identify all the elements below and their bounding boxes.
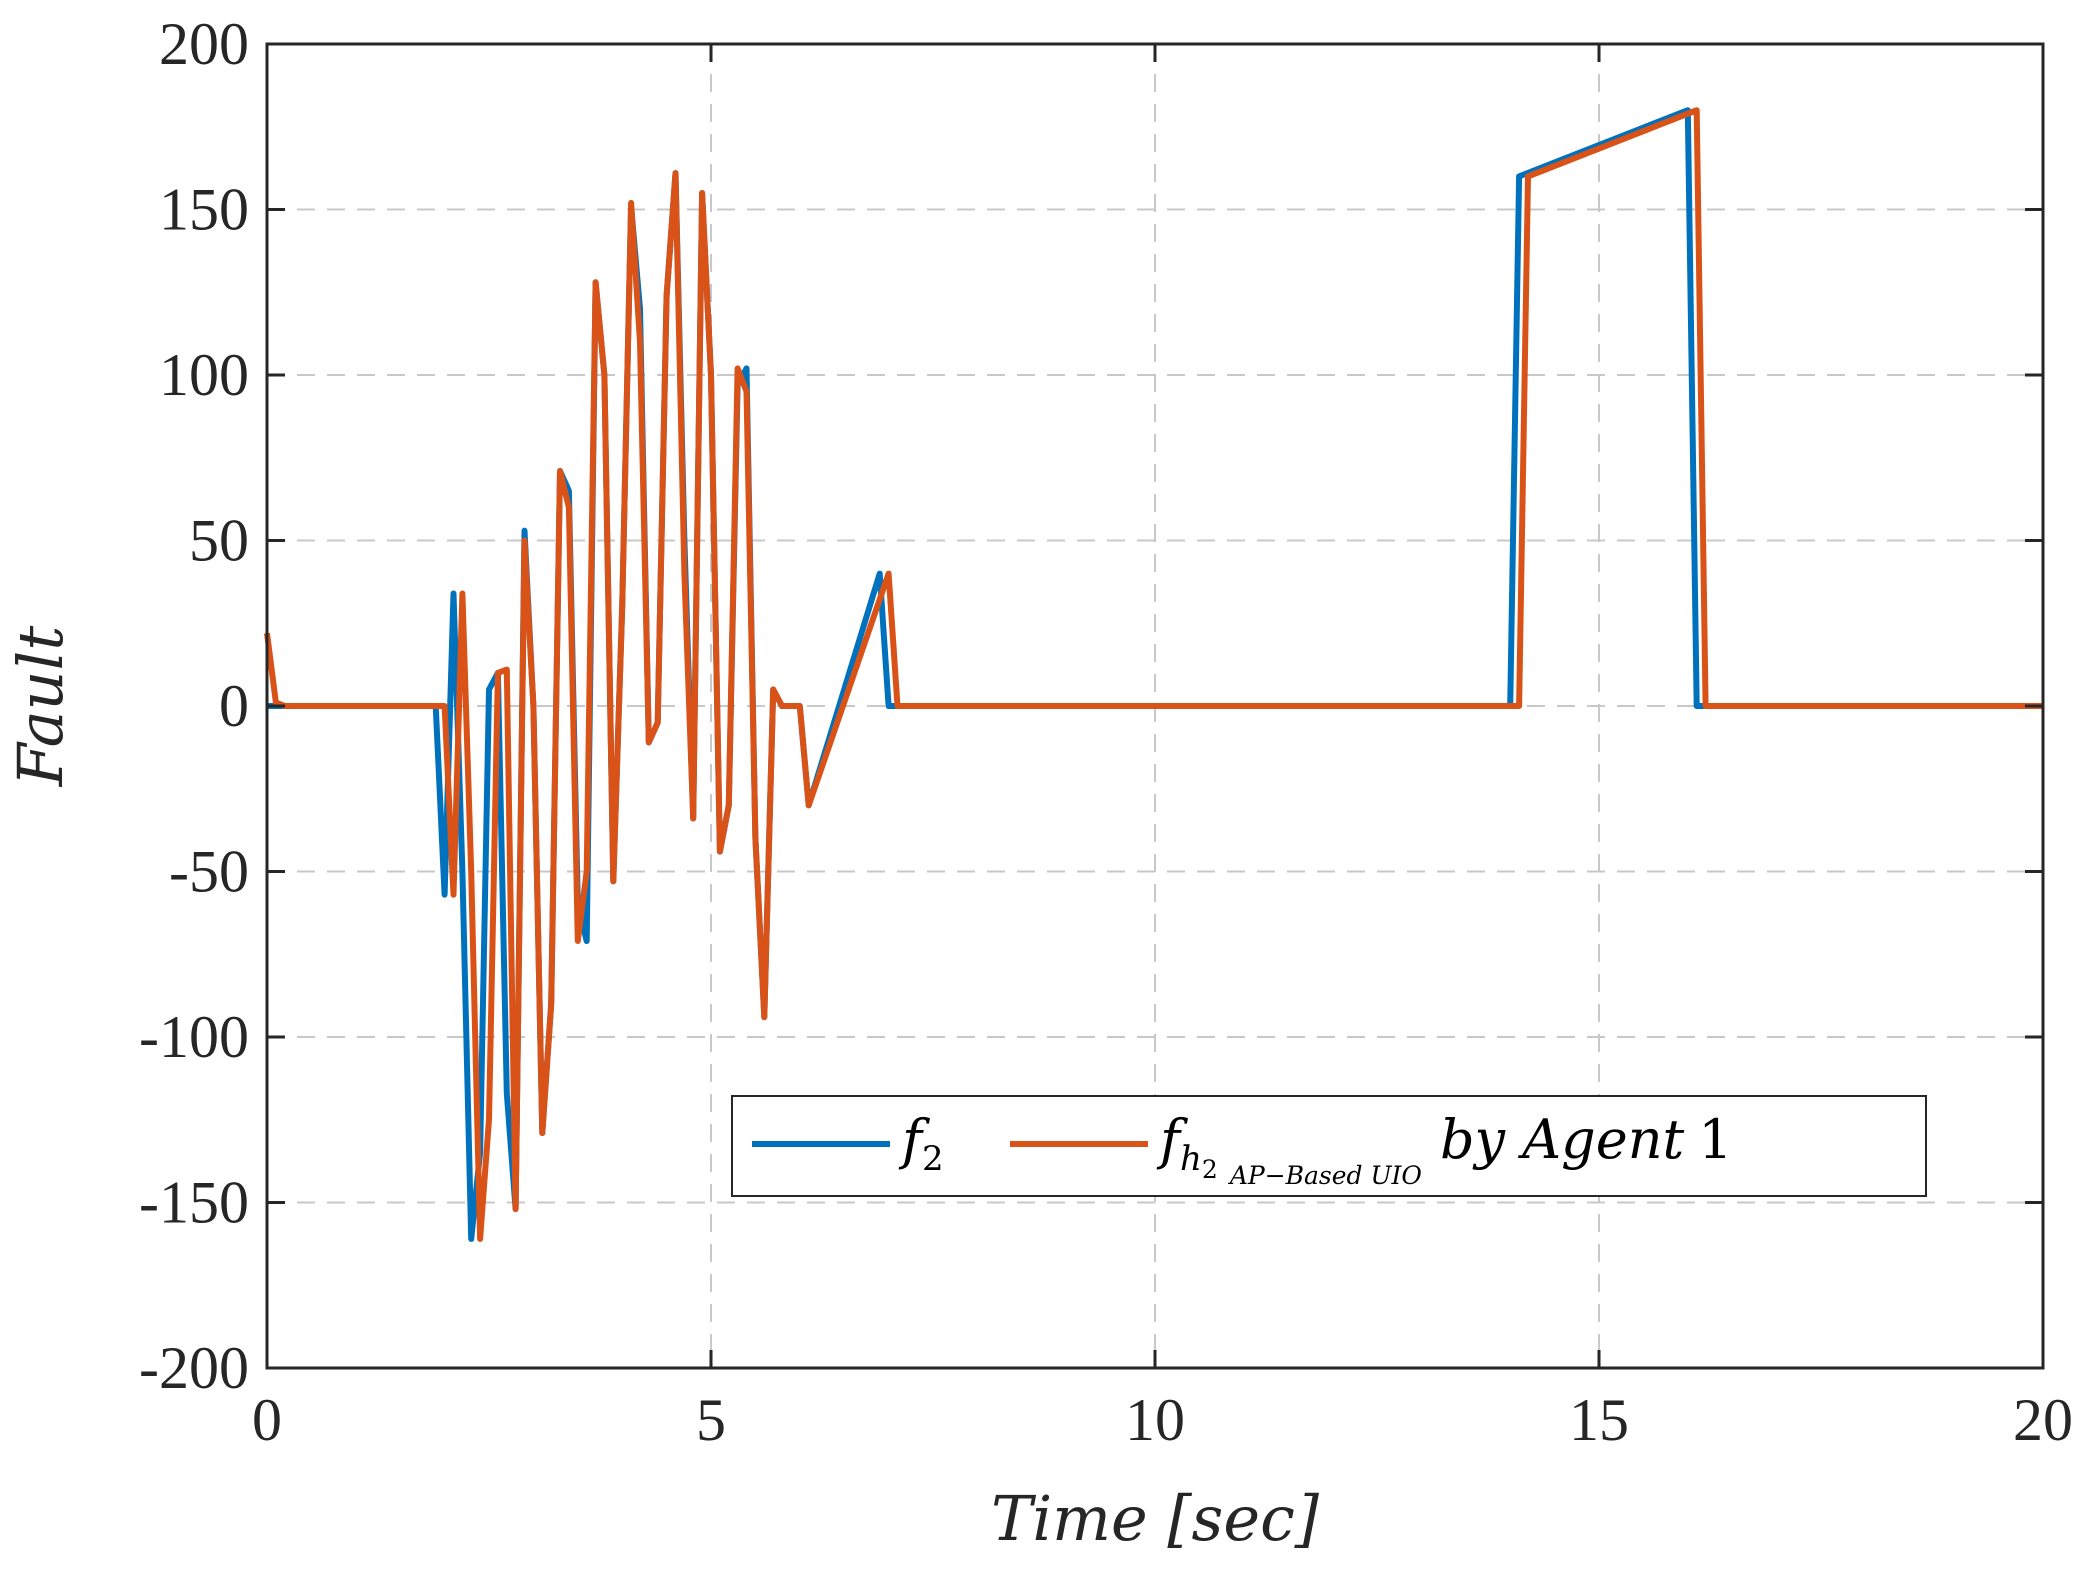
x-axis-label: Time [sec] <box>991 1482 1320 1555</box>
x-tick-label: 10 <box>1125 1387 1185 1453</box>
legend-by-text: by Agent <box>1440 1108 1685 1171</box>
x-tick-label: 0 <box>252 1387 282 1453</box>
y-tick-label: -200 <box>139 1335 249 1401</box>
y-tick-label: 100 <box>159 342 249 408</box>
series-layer <box>264 107 2043 1242</box>
tick-labels: 0 5 10 15 20 200 150 100 50 0 -50 -100 -150 -200 <box>139 11 2073 1453</box>
y-tick-label: -100 <box>139 1004 249 1070</box>
legend-fh2-sub-text: AP−Based UIO <box>1228 1161 1422 1190</box>
y-tick-label: -50 <box>169 839 249 905</box>
legend-fh2-sub-h-sub: 2 <box>1202 1155 1218 1184</box>
legend-f2-sub: 2 <box>922 1139 944 1179</box>
x-tick-label: 5 <box>696 1387 726 1453</box>
y-tick-label: -150 <box>139 1170 249 1236</box>
y-tick-label: 200 <box>159 11 249 77</box>
legend-agent-number: 1 <box>1698 1108 1732 1171</box>
legend: f2 fh2 AP−Based UIOby Agent 1 <box>731 1095 1927 1197</box>
y-tick-label: 50 <box>189 508 249 574</box>
legend-label-fh2: fh2 AP−Based UIOby Agent 1 <box>1156 1108 1733 1190</box>
x-tick-label: 20 <box>2013 1387 2073 1453</box>
legend-fh2-sub-h: h <box>1180 1139 1202 1179</box>
y-axis-label: Fault <box>4 626 77 788</box>
legend-box <box>731 1095 1927 1197</box>
x-tick-label: 15 <box>1569 1387 1629 1453</box>
y-tick-label: 0 <box>219 673 249 739</box>
y-tick-label: 150 <box>159 177 249 243</box>
axis-ticks <box>265 42 2045 1370</box>
series-line-fh2 <box>264 107 2043 1242</box>
